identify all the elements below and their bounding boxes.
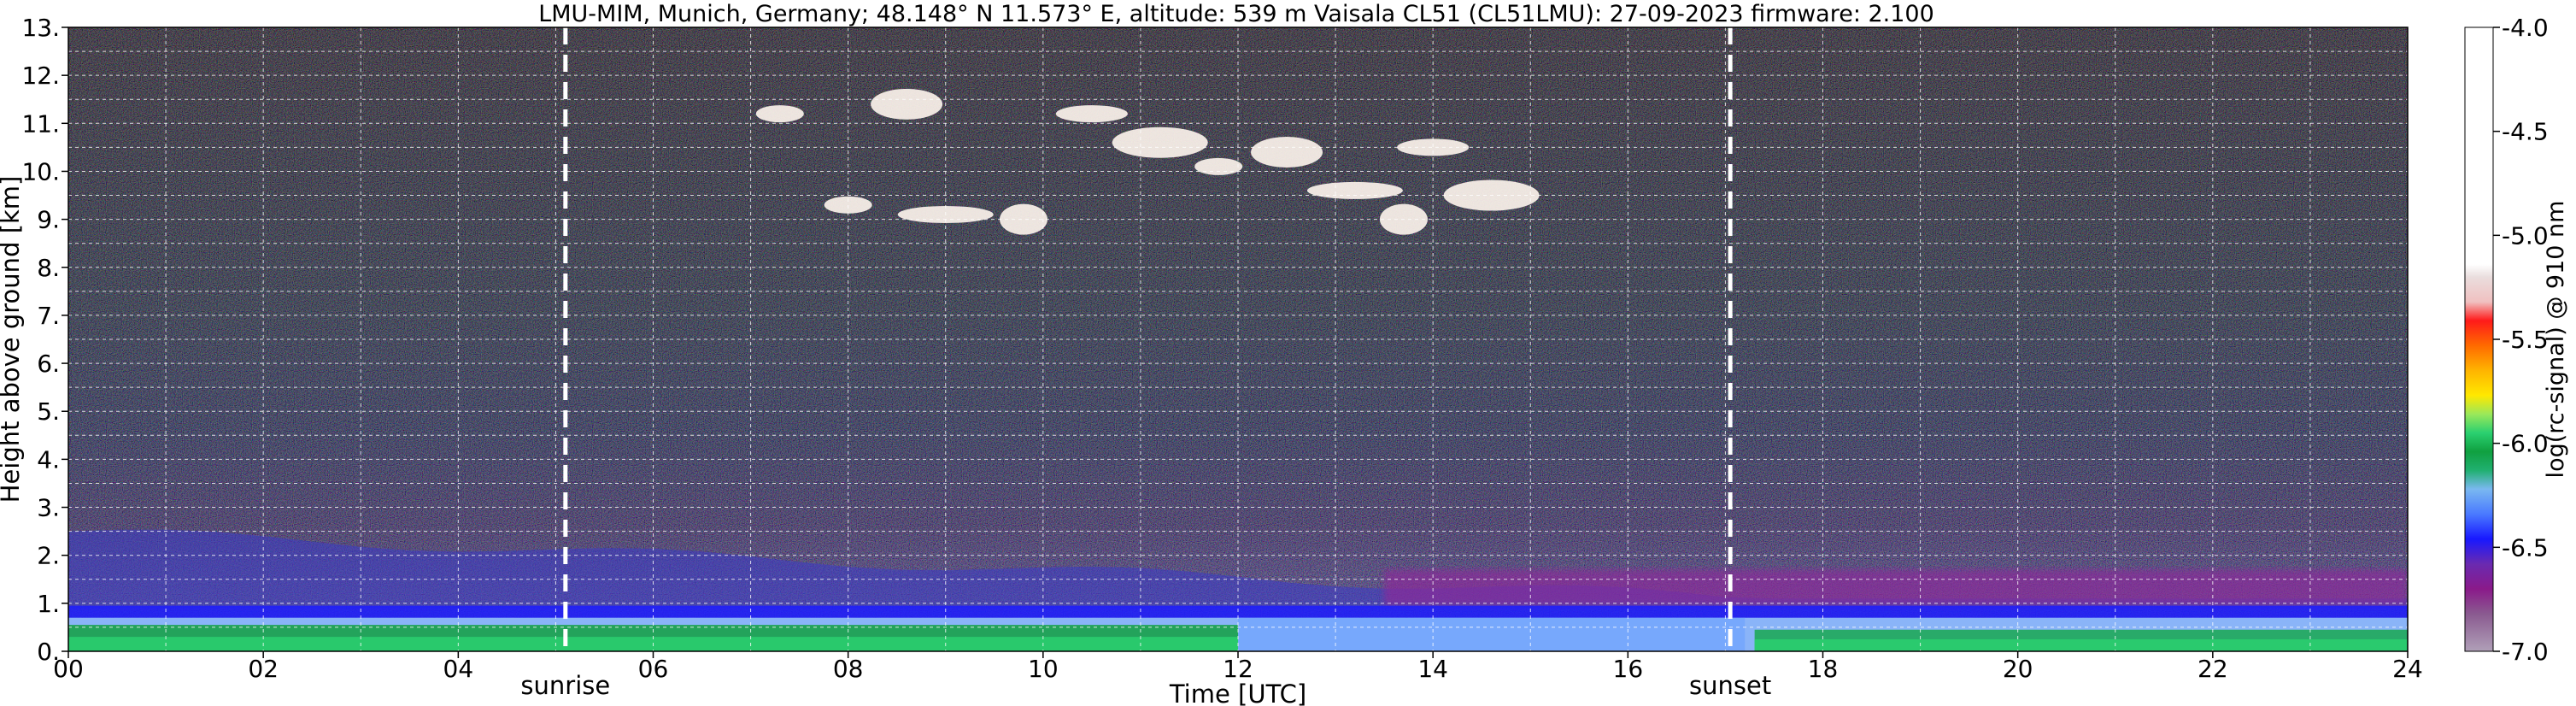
x-tick-label: 14 [1417, 655, 1448, 683]
midday-layer [1238, 617, 1746, 651]
y-tick-label: 0. [37, 638, 60, 666]
y-tick-label: 8. [37, 254, 60, 282]
x-tick-label: 16 [1613, 655, 1644, 683]
y-tick-label: 13. [21, 14, 60, 42]
y-tick-label: 6. [37, 350, 60, 378]
colorbar-scale [2464, 26, 2494, 652]
x-tick-label: 02 [248, 655, 279, 683]
colorbar-tick-label: -4.5 [2502, 118, 2549, 146]
evening-layer [1384, 569, 2408, 606]
sunset-label: sunset [1689, 671, 1771, 700]
colorbar-tick-label: -5.5 [2502, 326, 2549, 354]
colorbar-tick-label: -4.0 [2502, 14, 2549, 42]
colorbar-ticks: -4.0 -4.5 -5.0 -5.5 -6.0 -6.5 -7.0 [2493, 14, 2549, 666]
cloud-patch [824, 196, 872, 214]
y-tick-label: 5. [37, 397, 60, 426]
y-tick-label: 10. [21, 157, 60, 185]
x-tick-label: 22 [2198, 655, 2228, 683]
y-tick-label: 11. [21, 109, 60, 138]
x-tick-label: 12 [1223, 655, 1253, 683]
y-tick-label: 1. [37, 590, 60, 618]
cloud-patch [1055, 105, 1128, 123]
x-tick-label: 18 [1808, 655, 1839, 683]
cloud-patch [1000, 203, 1048, 235]
x-tick-label: 00 [53, 655, 84, 683]
y-tick-label: 3. [37, 494, 60, 522]
y-axis: 0. 1. 2. 3. 4. 5. 6. 7. 8. 9. 10. 11. 12. 13. [21, 14, 68, 666]
cloud-patch [1194, 157, 1243, 175]
x-tick-label: 24 [2392, 655, 2423, 683]
colorbar-tick-label: -6.0 [2502, 430, 2549, 458]
cloud-patch [1251, 137, 1323, 168]
y-tick-label: 2. [37, 542, 60, 570]
cloud-patch [755, 105, 804, 123]
chart-title: LMU-MIM, Munich, Germany; 48.148° N 11.5… [538, 1, 1934, 27]
x-tick-label: 20 [2003, 655, 2033, 683]
y-tick-label: 12. [21, 62, 60, 90]
colorbar-label: log(rc-signal) @ 910 nm [2543, 201, 2569, 479]
colorbar: -4.0 -4.5 -5.0 -5.5 -6.0 -6.5 -7.0 log(rc-sign… [2464, 14, 2569, 666]
cloud-patch [1397, 138, 1470, 156]
sunrise-label: sunrise [520, 671, 610, 700]
colorbar-tick-label: -5.0 [2502, 221, 2549, 250]
x-axis: 00 02 04 06 08 10 12 14 16 18 20 22 24 [53, 651, 2423, 683]
y-tick-label: 7. [37, 302, 60, 330]
colorbar-tick-label: -6.5 [2502, 533, 2549, 562]
surface-layer-3 [1754, 638, 2408, 651]
cloud-patch [871, 88, 943, 120]
x-tick-label: 06 [638, 655, 669, 683]
y-axis-label: Height above ground [km] [0, 176, 25, 503]
y-tick-label: 4. [37, 445, 60, 474]
x-tick-label: 10 [1028, 655, 1059, 683]
cloud-patch [1306, 181, 1403, 199]
cloud-patch [1112, 126, 1208, 158]
x-tick-label: 08 [833, 655, 864, 683]
x-axis-label: Time [UTC] [1169, 680, 1306, 706]
colorbar-tick-label: -7.0 [2502, 638, 2549, 666]
y-tick-label: 9. [37, 206, 60, 234]
x-tick-label: 04 [443, 655, 474, 683]
sun-markers: sunrise sunset [520, 27, 1771, 700]
